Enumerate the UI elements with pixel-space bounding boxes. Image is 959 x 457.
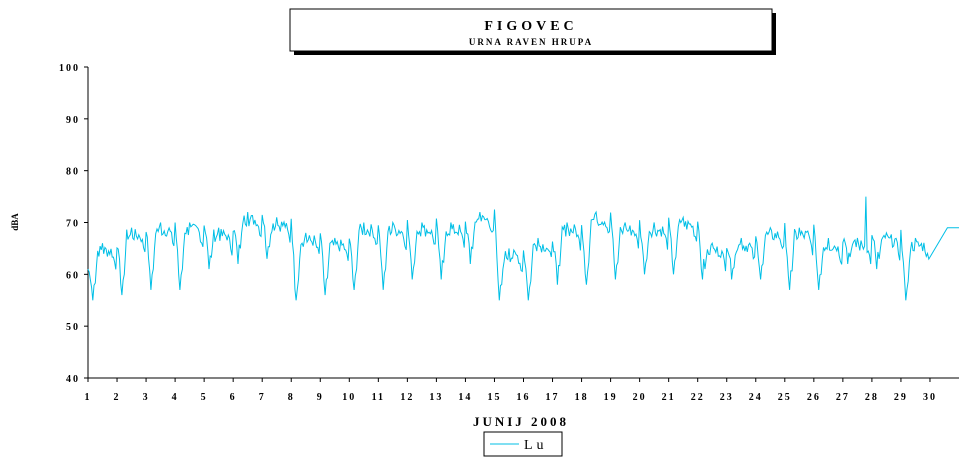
x-tick-label: 9	[317, 392, 324, 403]
y-tick-label: 50	[66, 322, 80, 333]
x-tick-label: 14	[458, 392, 472, 403]
x-tick-label: 7	[259, 392, 266, 403]
x-tick-label: 15	[487, 392, 501, 403]
x-tick-label: 26	[807, 392, 821, 403]
x-tick-label: 4	[172, 392, 179, 403]
x-tick-label: 28	[865, 392, 879, 403]
title-box: FIGOVEC URNA RAVEN HRUPA	[289, 8, 776, 55]
x-tick-label: 20	[633, 392, 647, 403]
x-tick-label: 16	[517, 392, 531, 403]
x-tick-label: 27	[836, 392, 850, 403]
y-axis-ticks: 40 50 60 70 80 90 100	[59, 63, 88, 385]
x-tick-label: 24	[749, 392, 763, 403]
y-tick-label: 40	[66, 374, 80, 385]
x-tick-label: 18	[575, 392, 589, 403]
y-tick-label: 100	[59, 63, 80, 74]
x-tick-label: 6	[230, 392, 237, 403]
legend: Lu	[483, 431, 563, 457]
x-tick-label: 25	[778, 392, 792, 403]
x-tick-label: 22	[691, 392, 705, 403]
y-axis-label: dBA	[10, 213, 20, 231]
x-tick-label: 29	[894, 392, 908, 403]
x-tick-label: 13	[429, 392, 443, 403]
x-tick-label: 19	[604, 392, 618, 403]
x-tick-label: 17	[546, 392, 560, 403]
y-tick-label: 80	[66, 167, 80, 178]
x-tick-label: 8	[288, 392, 295, 403]
x-tick-label: 3	[143, 392, 150, 403]
x-tick-label: 11	[372, 392, 385, 403]
y-tick-label: 70	[66, 219, 80, 230]
chart-subtitle: URNA RAVEN HRUPA	[469, 37, 593, 47]
x-tick-label: 5	[201, 392, 208, 403]
x-tick-label: 30	[923, 392, 937, 403]
x-tick-label: 2	[114, 392, 121, 403]
x-tick-label: 1	[85, 392, 92, 403]
x-tick-label: 23	[720, 392, 734, 403]
x-axis-ticks: 1 2 3 4 5 6 7 8 9 10 11 12 13 14 15 16 17 18 19 20 21 22 23 24 2…	[85, 378, 937, 403]
legend-label: Lu	[524, 438, 548, 453]
x-tick-label: 10	[342, 392, 356, 403]
title-box-frame	[289, 8, 773, 52]
x-axis-label: JUNIJ 2008	[473, 414, 569, 429]
y-tick-label: 60	[66, 270, 80, 281]
x-tick-label: 12	[400, 392, 414, 403]
y-tick-label: 90	[66, 115, 80, 126]
chart-title: FIGOVEC	[484, 19, 577, 34]
x-tick-label: 21	[662, 392, 676, 403]
series-line-lu	[87, 196, 959, 301]
